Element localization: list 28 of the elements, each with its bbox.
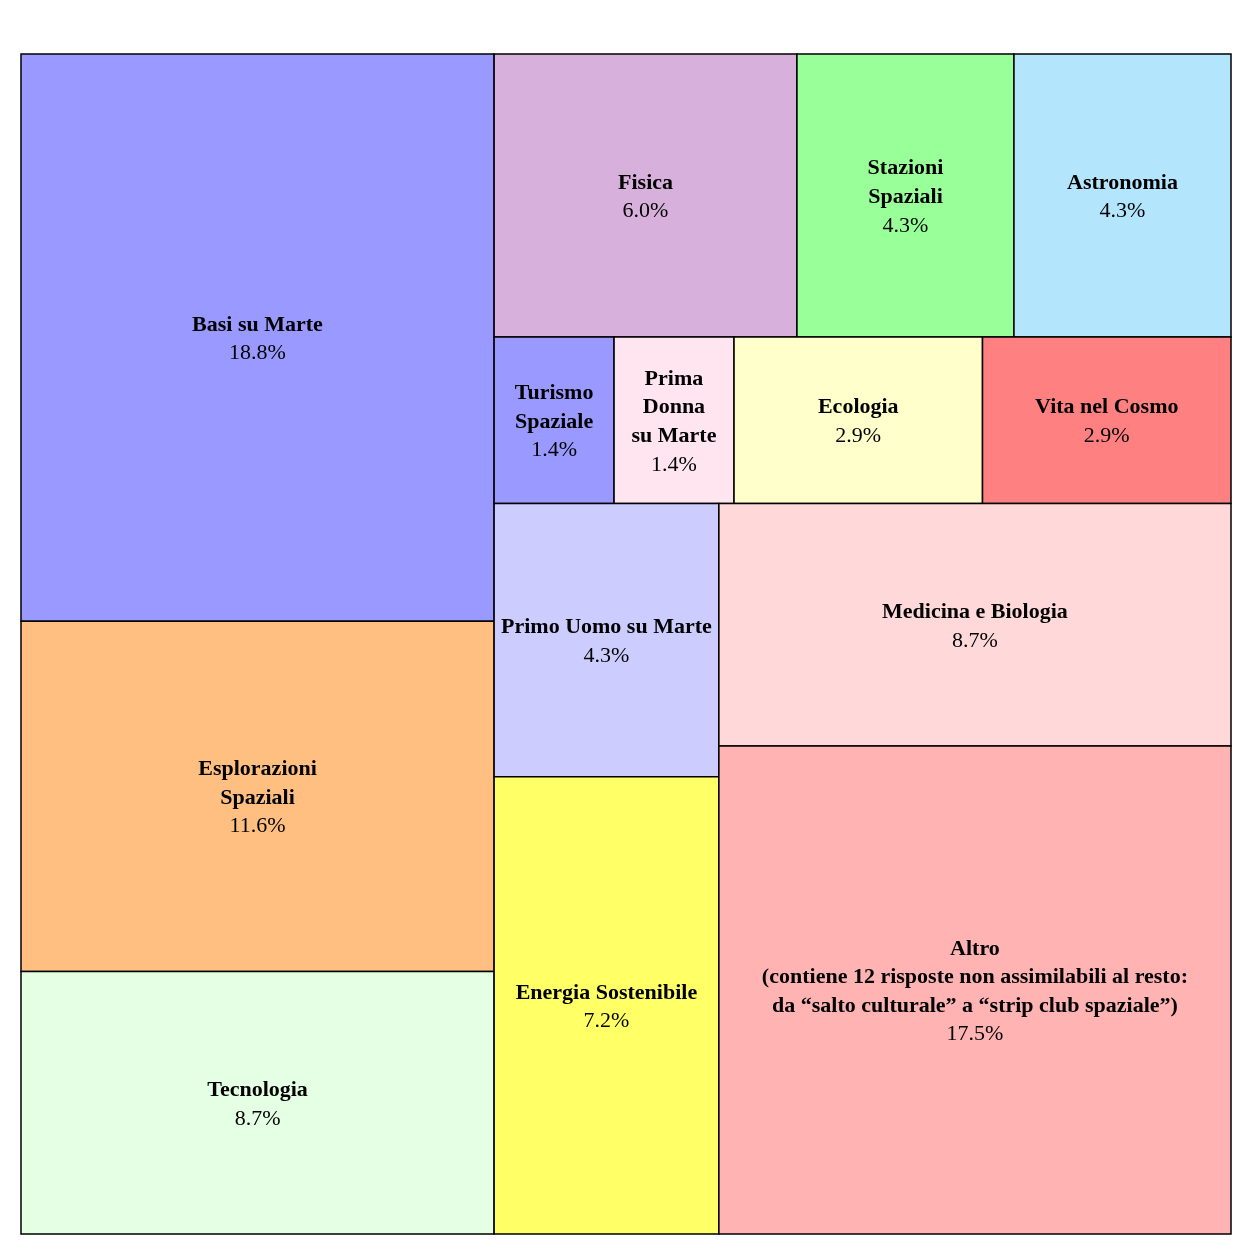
- data-label: 4.3%: [882, 211, 929, 237]
- data-label: 7.2%: [583, 1007, 630, 1033]
- category-label: Energia Sostenibile: [515, 978, 698, 1004]
- category-label: Esplorazioni Spaziali: [198, 755, 317, 809]
- data-label: 18.8%: [229, 339, 286, 365]
- category-label: Fisica: [618, 168, 674, 194]
- data-label: 8.7%: [234, 1104, 281, 1130]
- category-label: Prima Donna su Marte: [631, 364, 717, 448]
- category-label: Stazioni Spaziali: [867, 154, 944, 208]
- category-label: Tecnologia: [207, 1075, 308, 1101]
- data-label: 17.5%: [946, 1020, 1004, 1046]
- category-label: Ecologia: [817, 393, 899, 419]
- data-label: 2.9%: [1083, 422, 1130, 448]
- data-label: 2.9%: [835, 422, 882, 448]
- data-label: 6.0%: [622, 197, 669, 223]
- category-label: Basi su Marte: [192, 310, 324, 336]
- data-label: 4.3%: [583, 641, 630, 667]
- category-label: Astronomia: [1067, 168, 1178, 194]
- data-label: 1.4%: [531, 436, 577, 462]
- data-label: 1.4%: [651, 450, 697, 476]
- category-label: Turismo Spaziale: [514, 379, 594, 433]
- category-label: Medicina e Biologia: [882, 598, 1068, 624]
- data-label: 11.6%: [229, 812, 286, 838]
- category-label: Primo Uomo su Marte: [501, 613, 712, 639]
- data-label: 8.7%: [952, 626, 998, 652]
- category-label: Vita nel Cosmo: [1035, 393, 1179, 419]
- category-label: Altro (contiene 12 risposte non assimilabili al resto: da “salto culturale” a “strip club spaziale”): [761, 934, 1189, 1017]
- data-label: 4.3%: [1099, 197, 1146, 223]
